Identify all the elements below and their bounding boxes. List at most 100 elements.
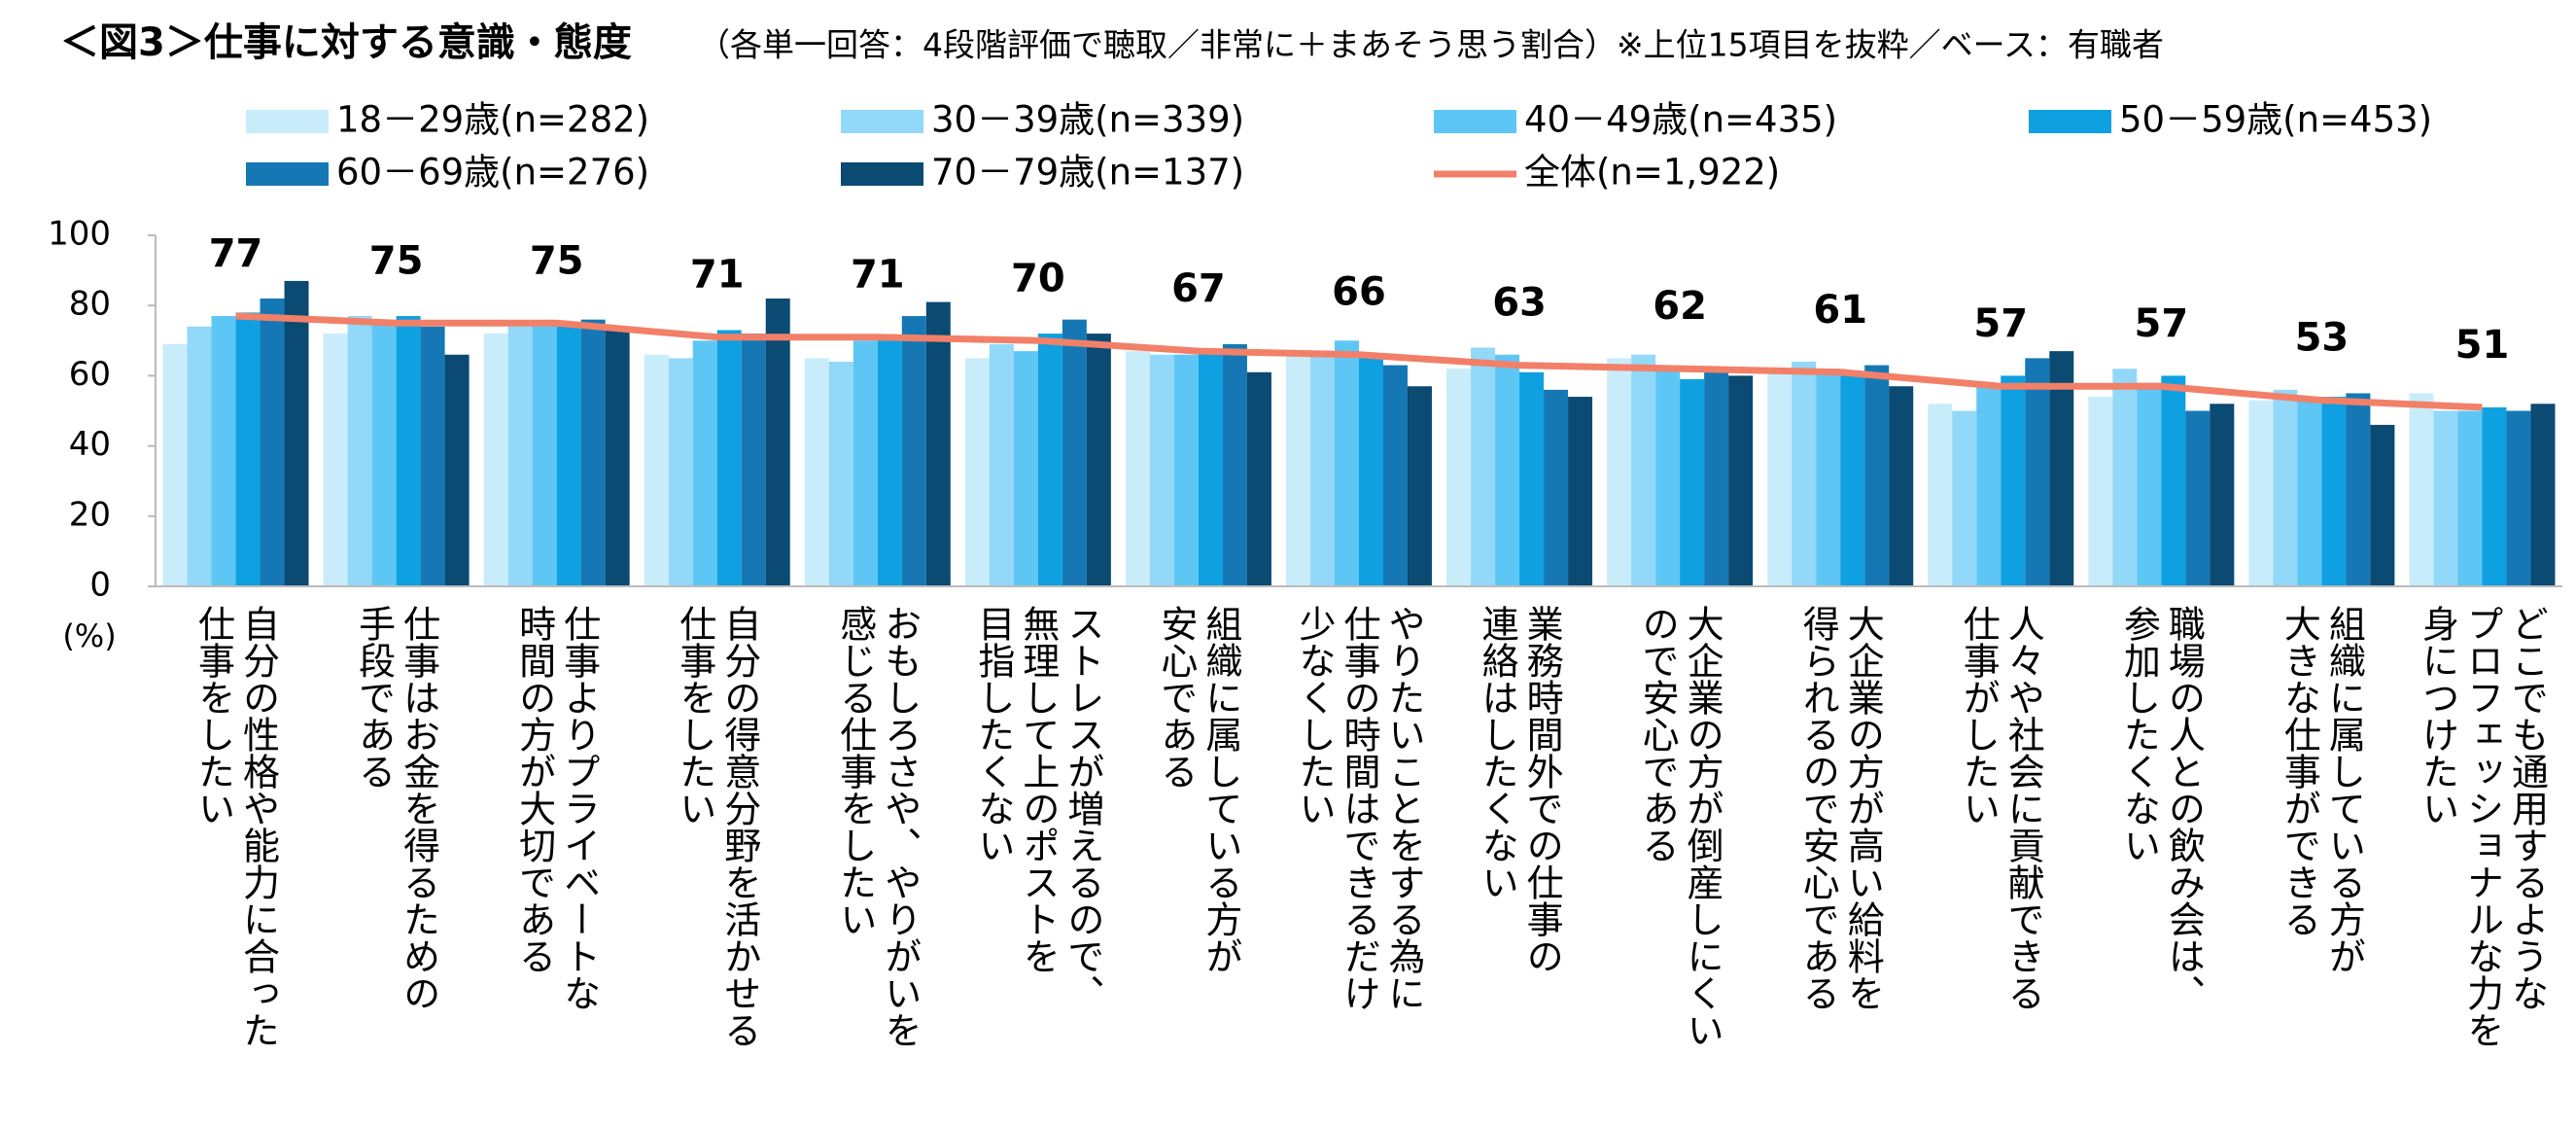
x-tick-label: 組織に属している方が 大きな仕事ができる [2278,605,2366,974]
y-tick-label: 60 [69,355,111,394]
bar [1544,389,1569,586]
data-label: 51 [2455,323,2510,368]
bar [1408,386,1432,586]
bar [1125,351,1150,586]
bar [644,354,669,586]
bar [2409,393,2434,586]
bar [964,358,990,586]
legend-swatch [246,110,329,133]
bar [853,340,878,586]
bar [2137,382,2162,586]
bar [1631,354,1656,586]
bar [877,340,902,586]
data-label: 63 [1492,281,1547,326]
bar [1037,334,1062,586]
bar [1889,386,1914,586]
legend-swatch [841,162,923,186]
x-tick-label: 大企業の方が高い給料を 得られるので安心である [1796,605,1885,1011]
bar [1173,354,1199,586]
bar [716,330,742,586]
legend-swatch [2029,110,2111,133]
bar [260,298,285,586]
bar [2001,375,2026,586]
x-tick-label: やりたいことをする為に 仕事の時間はできるだけ 少なくしたい [1293,605,1425,1011]
x-tick-label: 自分の性格や能力に合った 仕事をしたい [191,605,280,1048]
bar [1655,365,1681,586]
bar [1519,371,1545,586]
bar [2049,351,2074,586]
data-label: 67 [1171,266,1226,311]
x-tick-label: ストレスが増えるので、 無理して上のポストを 目指したくない [971,605,1104,1011]
chart-title: ＜図3＞仕事に対する意識・態度 [60,20,632,65]
bar [1310,354,1335,586]
bar [420,326,445,586]
bar [1864,365,1890,586]
bar [1198,351,1223,586]
bar [1704,371,1729,586]
data-label: 61 [1813,288,1867,333]
bar [2482,406,2507,586]
bar [2297,397,2322,586]
bar [1816,369,1841,586]
bar [1086,334,1111,586]
bar [187,326,212,586]
legend-swatch [1434,110,1516,133]
chart-subtitle: （各単一回答：4段階評価で聴取／非常に＋まあそう思う割合）※上位15項目を抜粋／… [698,26,2164,64]
bar [2433,410,2458,586]
bar [668,358,693,586]
data-label: 75 [530,238,584,283]
legend-label: 50－59歳(n=453) [2119,99,2432,141]
bar [1767,369,1793,586]
bar [580,319,606,586]
legend-label: 全体(n=1,922) [1524,152,1780,194]
bar [692,340,717,586]
bar [211,316,236,586]
line [235,312,2483,411]
bar [162,343,188,586]
bar [1928,404,1953,586]
bar [741,334,766,586]
data-label: 70 [1011,256,1065,300]
x-tick-label: おもしろさや、やりがいを 感じる仕事をしたい [833,605,922,1048]
data-label: 57 [1973,301,2028,346]
bar [2370,424,2395,586]
bar [1013,351,1038,586]
x-tick-label: 職場の人との飲み会は、 参加したくない [2117,605,2206,1011]
data-label: 71 [851,253,905,298]
bar [2321,397,2347,586]
bar [235,312,261,586]
data-label: 62 [1653,284,1707,329]
bar [1222,343,1247,586]
bar [2530,404,2556,586]
bar [1446,369,1472,586]
y-tick-label: 0 [89,566,111,605]
legend-label: 30－39歳(n=339) [931,99,1244,141]
bar [2248,400,2274,586]
bar [323,334,348,586]
bar [371,319,397,586]
x-tick-label: 大企業の方が倒産しにくい ので安心である [1636,605,1724,1048]
bar [483,334,508,586]
bar [2346,393,2371,586]
bar [1495,354,1520,586]
y-tick-label: 20 [69,495,111,534]
x-tick-label: 人々や社会に貢献できる 仕事がしたい [1957,605,2045,1011]
bar [2088,397,2113,586]
bar [1680,379,1705,586]
bar [1246,371,1271,586]
bar [765,298,790,586]
legend-swatch [246,162,329,186]
bar [1062,319,1087,586]
y-axis-label: (%) [62,617,116,654]
bar [925,301,951,586]
data-label: 71 [690,253,745,298]
bar [507,323,533,586]
y-tick-label: 80 [69,285,111,324]
bar [2185,410,2210,586]
bar [1792,361,1817,586]
bar [396,316,421,586]
bar [828,361,853,586]
x-tick-label: 仕事はお金を得るための 手段である [352,605,440,1011]
bar [1952,410,1977,586]
bar [444,354,470,586]
